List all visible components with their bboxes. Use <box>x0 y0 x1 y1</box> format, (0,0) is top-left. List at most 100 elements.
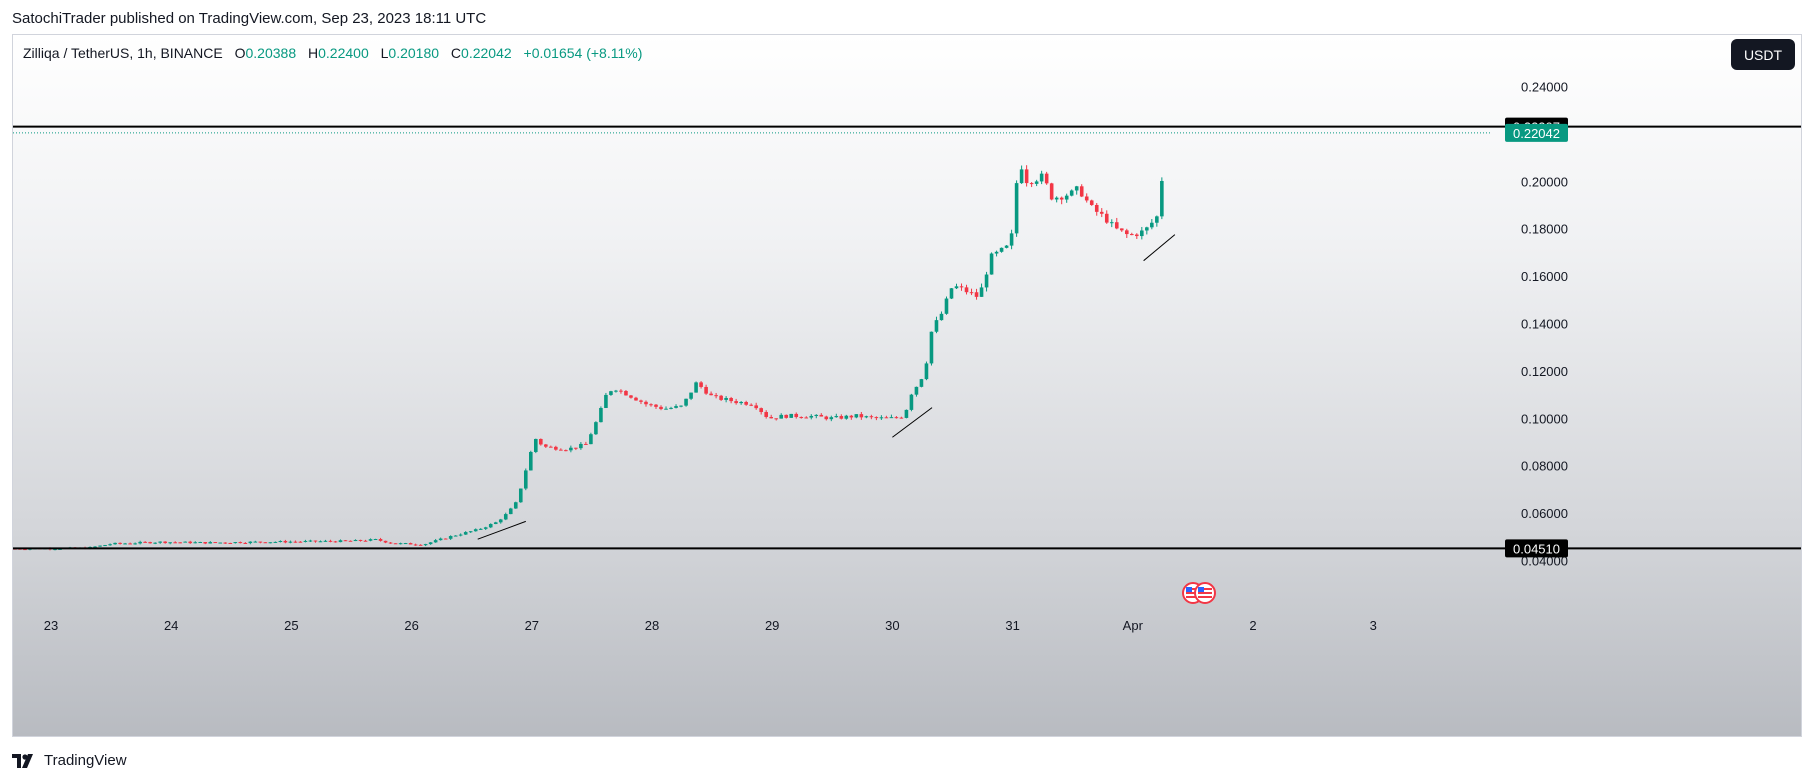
candle-body <box>604 394 608 408</box>
candle-body <box>919 379 924 387</box>
candle-body <box>944 298 949 314</box>
y-axis-tick-label: 0.18000 <box>1521 222 1568 237</box>
x-axis-tick-label: Apr <box>1123 618 1144 633</box>
candle-body <box>333 541 338 543</box>
x-axis-tick-label: 31 <box>1005 618 1019 633</box>
price-level-tag <box>1505 539 1568 558</box>
y-axis-tick-label: 0.20000 <box>1521 174 1568 189</box>
candle-body <box>503 514 508 520</box>
candle-body <box>759 408 763 413</box>
candle-body <box>1049 183 1054 200</box>
candle-body <box>609 391 613 395</box>
candle-body <box>754 405 758 409</box>
candle-body <box>443 538 448 540</box>
candle-body <box>554 446 558 450</box>
candle-body <box>884 417 889 419</box>
candle-body <box>734 401 738 404</box>
trendline <box>892 407 933 438</box>
candle-body <box>408 543 413 545</box>
candle-body <box>969 292 974 294</box>
candle-body <box>218 542 223 544</box>
candle-body <box>358 539 363 541</box>
candle-body <box>544 444 548 447</box>
candle-body <box>383 540 388 543</box>
candle-body <box>1064 195 1069 200</box>
flag-stripe <box>1198 588 1212 590</box>
currency-button[interactable]: USDT <box>1731 39 1795 70</box>
candle-body <box>924 363 929 380</box>
candle-body <box>413 544 418 546</box>
candle-body <box>1004 245 1009 248</box>
candle-body <box>1059 197 1064 200</box>
y-axis-tick-label: 0.24000 <box>1521 80 1568 95</box>
candle-body <box>188 541 193 544</box>
candle-body <box>584 443 588 445</box>
candle-body <box>243 542 248 544</box>
x-axis-tick-label: 2 <box>1249 618 1256 633</box>
candle-body <box>594 422 598 435</box>
candle-body <box>639 400 643 402</box>
x-axis-tick-label: 30 <box>885 618 899 633</box>
candle-body <box>649 404 653 406</box>
flag-canton <box>1186 587 1192 592</box>
candle-body <box>979 287 984 297</box>
candle-body <box>909 394 914 410</box>
candle-body <box>373 539 378 541</box>
y-axis-tick-label: 0.14000 <box>1521 317 1568 332</box>
candle-body <box>674 406 678 408</box>
x-axis-tick-label: 25 <box>284 618 298 633</box>
open-value: 0.20388 <box>245 45 297 61</box>
candle-body <box>323 540 328 542</box>
candle-body <box>664 408 668 410</box>
candle-body <box>744 401 748 405</box>
candle-body <box>208 542 213 544</box>
candle-body <box>128 543 132 545</box>
candle-body <box>614 390 618 392</box>
candle-body <box>238 542 243 544</box>
candle-body <box>694 382 698 393</box>
candle-body <box>1069 190 1074 196</box>
candle-body <box>934 320 939 332</box>
candle-body <box>669 407 673 409</box>
candle-body <box>824 416 829 420</box>
close-value: 0.22042 <box>461 45 512 61</box>
candle-body <box>268 542 273 544</box>
candle-body <box>293 541 298 543</box>
trendline <box>477 520 526 540</box>
candle-body <box>378 539 383 541</box>
chart-pane[interactable]: Zilliqa / TetherUS, 1h, BINANCE O0.20388… <box>12 34 1802 737</box>
candle-body <box>729 397 733 402</box>
candle-body <box>1039 173 1044 182</box>
candle-body <box>1099 211 1104 214</box>
candle-body <box>178 542 183 544</box>
candle-body <box>473 529 478 532</box>
x-axis-tick-label: 27 <box>525 618 539 633</box>
candle-body <box>158 541 162 543</box>
candle-body <box>388 542 393 544</box>
candle-body <box>709 393 713 396</box>
candle-body <box>784 414 789 418</box>
candle-body <box>629 395 633 398</box>
change-value: +0.01654 (+8.11%) <box>523 45 643 61</box>
candle-body <box>1054 197 1059 200</box>
candle-body <box>353 539 358 542</box>
candle-body <box>283 540 288 543</box>
price-level-label: 0.04510 <box>1513 541 1560 556</box>
candle-body <box>564 450 568 452</box>
candle-body <box>223 542 228 544</box>
candle-body <box>1094 204 1099 212</box>
candle-body <box>854 414 859 418</box>
candle-body <box>914 386 919 395</box>
candle-body <box>483 527 488 529</box>
candle-body <box>549 446 553 448</box>
y-axis-tick-label: 0.12000 <box>1521 364 1568 379</box>
flag-stripe <box>1186 592 1200 594</box>
candle-body <box>398 543 403 545</box>
price-chart[interactable]: 0.040000.060000.080000.100000.120000.140… <box>13 35 1801 736</box>
candle-body <box>1129 234 1134 236</box>
candle-body <box>418 544 423 546</box>
candle-body <box>689 392 693 399</box>
candle-body <box>258 541 263 543</box>
flag-stripe <box>1186 588 1200 590</box>
candle-body <box>393 543 398 545</box>
